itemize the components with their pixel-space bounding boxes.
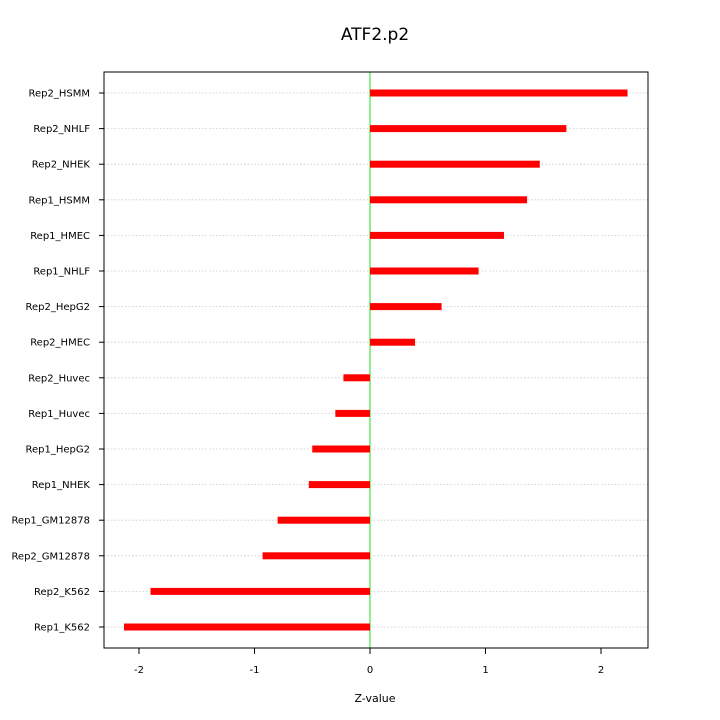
category-label: Rep2_NHLF	[33, 124, 90, 135]
category-label: Rep2_Huvec	[28, 373, 90, 384]
category-label: Rep2_NHEK	[32, 160, 91, 171]
bar-rep1-huvec	[335, 409, 370, 417]
category-label: Rep2_K562	[34, 587, 90, 598]
x-tick-label: 1	[482, 665, 488, 676]
x-axis-label: Z-value	[354, 692, 395, 705]
category-label: Rep1_NHEK	[32, 480, 91, 491]
bar-rep1-hsmm	[370, 196, 528, 204]
category-label: Rep1_GM12878	[11, 516, 90, 527]
bar-rep1-hepg2	[312, 445, 370, 453]
bar-rep2-nhek	[370, 160, 540, 168]
x-tick-label: -1	[250, 665, 260, 676]
category-label: Rep1_HepG2	[26, 445, 91, 456]
bar-rep2-nhlf	[370, 125, 567, 133]
category-labels: Rep2_HSMM Rep2_NHLF Rep2_NHEK Rep1_HSMM Rep1…	[11, 89, 104, 634]
bar-rep2-hmec	[370, 338, 416, 346]
x-tick-label: -2	[134, 665, 144, 676]
category-label: Rep2_HMEC	[30, 338, 90, 349]
bar-rep2-gm12878	[262, 552, 370, 560]
x-tick-label: 2	[598, 665, 604, 676]
chart-title: ATF2.p2	[341, 25, 409, 45]
x-tick-label: 0	[367, 665, 373, 676]
category-label: Rep2_HepG2	[26, 302, 91, 313]
bar-rep2-k562	[150, 587, 370, 595]
category-label: Rep1_HSMM	[29, 195, 90, 206]
bar-rep2-huvec	[343, 374, 370, 382]
bar-rep1-nhlf	[370, 267, 479, 275]
bar-rep1-hmec	[370, 231, 504, 239]
category-label: Rep1_HMEC	[30, 231, 90, 242]
bar-rep2-hepg2	[370, 303, 442, 311]
category-label: Rep1_Huvec	[28, 409, 90, 420]
bar-rep1-gm12878	[277, 516, 370, 524]
bar-rep2-hsmm	[370, 89, 628, 97]
x-axis: -2 -1 0 1 2	[134, 647, 604, 676]
bars-group	[123, 89, 628, 631]
category-label: Rep2_HSMM	[29, 89, 90, 100]
category-label: Rep2_GM12878	[11, 551, 90, 562]
bar-rep1-k562	[123, 623, 370, 631]
category-label: Rep1_K562	[34, 623, 90, 634]
category-label: Rep1_NHLF	[33, 267, 90, 278]
bar-rep1-nhek	[308, 481, 370, 489]
